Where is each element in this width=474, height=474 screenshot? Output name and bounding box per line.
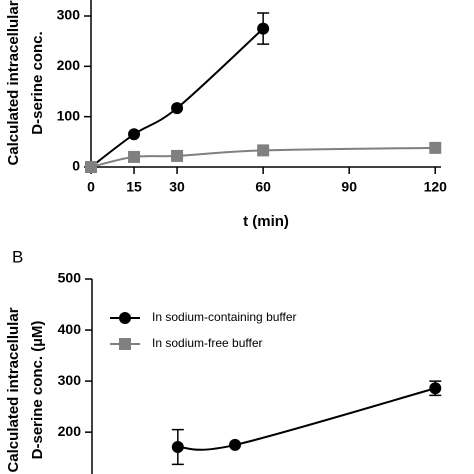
point [128,150,141,163]
fit-line [177,387,436,451]
x-tick-label: 120 [424,179,448,195]
legend-marker [119,312,131,324]
y-tick-label: 400 [58,321,82,337]
point [85,161,97,173]
y-tick-label: 300 [57,7,81,23]
point [229,438,242,451]
legend-label: In sodium-free buffer [152,336,263,350]
point [257,22,270,35]
y-axis-label: Calculated intracellular [5,0,22,165]
y-axis-label: Calculated intracellular [5,307,22,472]
fit-line [90,27,264,168]
y-tick-label: 200 [57,57,81,73]
point [171,102,184,115]
x-tick-label: 30 [169,179,185,195]
point [171,149,184,162]
point [429,141,442,154]
x-tick-label: 15 [126,179,142,195]
y-tick-label: 500 [58,270,82,286]
point [171,440,184,453]
y-tick-label: 300 [58,372,82,388]
y-tick-label: 200 [58,423,82,439]
legend-marker [119,338,131,350]
point [128,128,141,141]
point [429,382,442,395]
panel-label: B [12,247,23,266]
point [257,144,270,157]
legend-label: In sodium-containing buffer [152,310,297,324]
x-tick-label: 0 [87,179,95,195]
y-axis-label: D-serine conc. (µM) [29,321,46,460]
x-tick-label: 60 [255,179,271,195]
x-axis-label: t (min) [243,213,289,230]
y-axis-label: D-serine conc. [29,31,46,134]
y-tick-label: 100 [57,107,81,123]
y-tick-label: 0 [72,158,80,174]
x-tick-label: 90 [341,179,357,195]
